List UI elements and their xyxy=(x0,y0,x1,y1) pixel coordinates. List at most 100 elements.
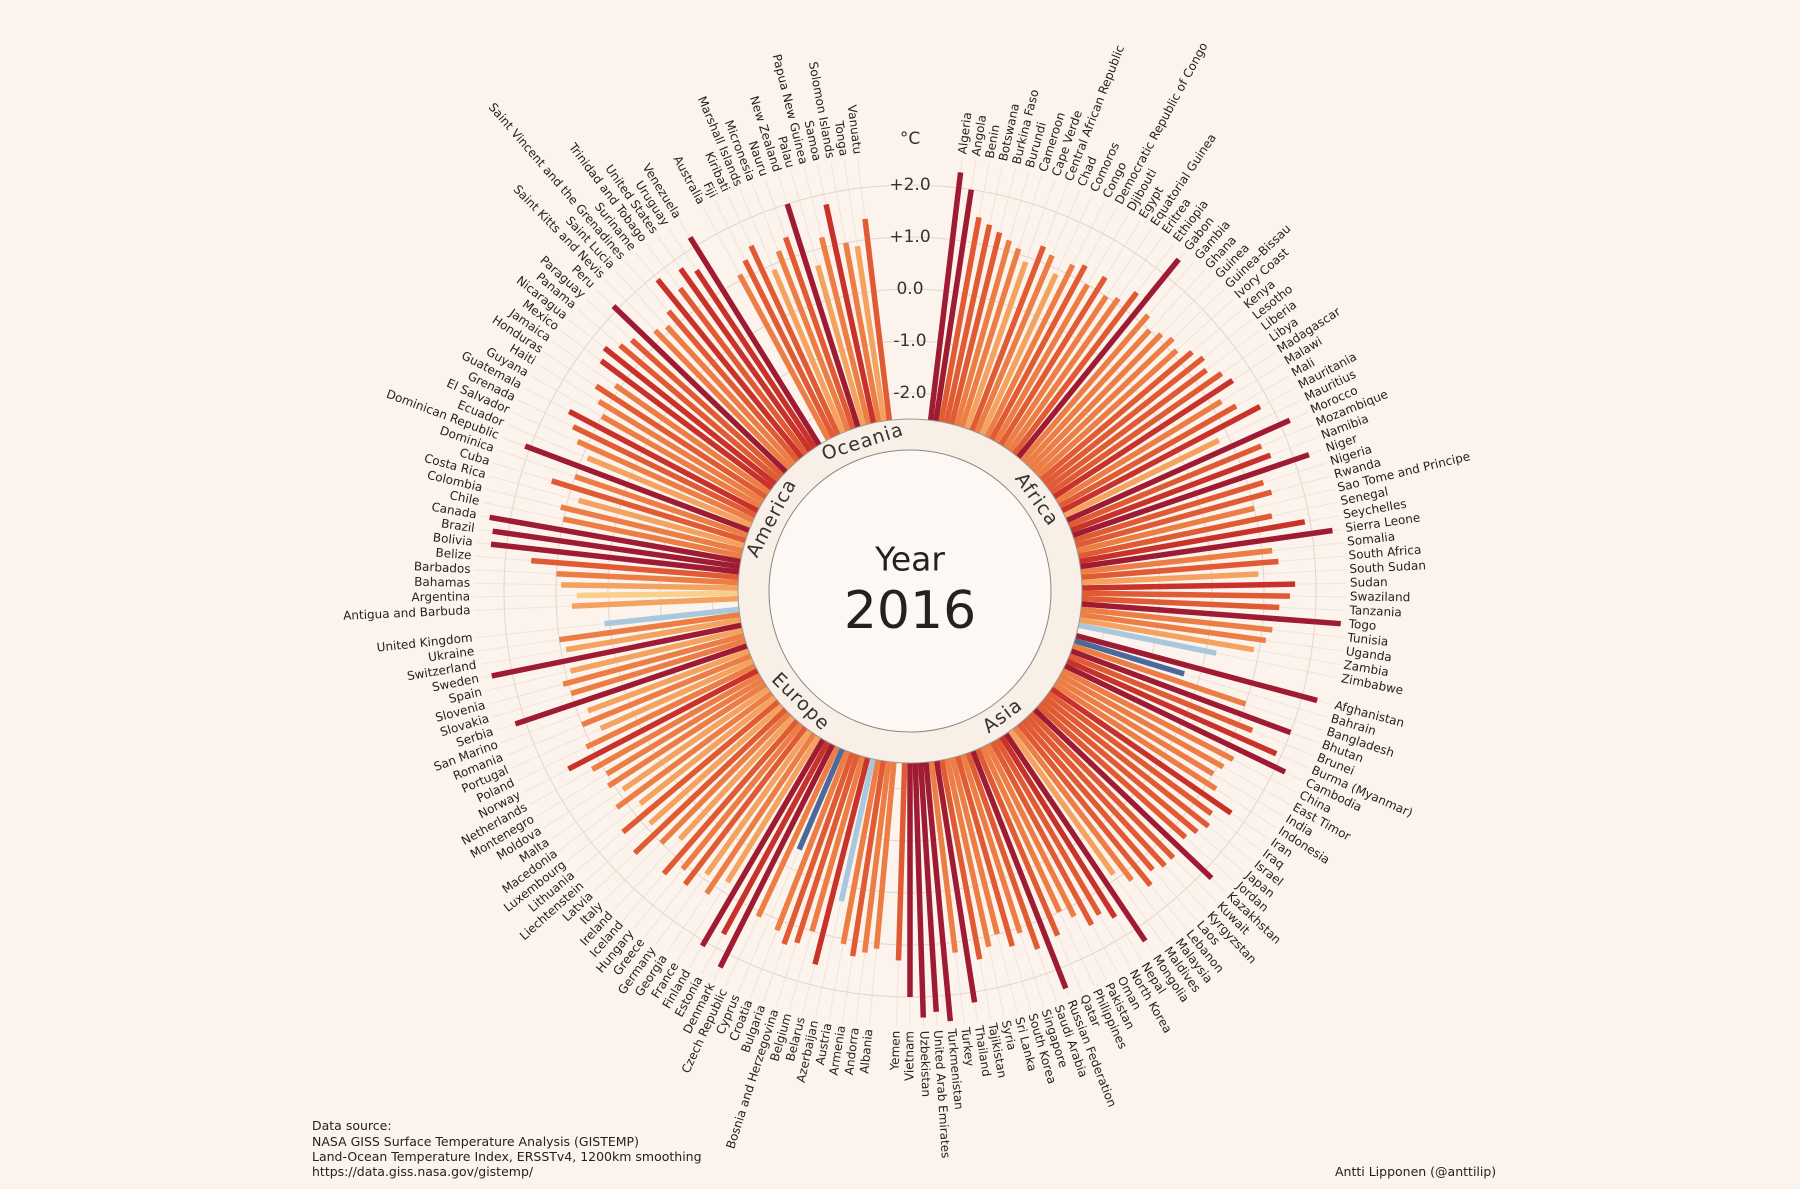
country-label: Argentina xyxy=(411,589,470,604)
bar xyxy=(784,203,861,428)
bar xyxy=(648,703,784,826)
bar xyxy=(1069,452,1272,533)
country-label: Tanzania xyxy=(1348,603,1402,619)
bar xyxy=(1078,622,1217,656)
bar xyxy=(567,409,760,514)
bar xyxy=(687,235,822,447)
bar xyxy=(1077,513,1273,559)
country-label: Algeria xyxy=(955,111,974,155)
bar xyxy=(1052,378,1235,500)
bar xyxy=(1072,643,1247,707)
bar xyxy=(1067,443,1263,528)
bar xyxy=(944,758,992,948)
bar xyxy=(979,273,1059,436)
bar xyxy=(939,759,983,960)
bar xyxy=(570,638,747,697)
bar xyxy=(590,672,762,772)
country-label: Uganda xyxy=(1345,644,1393,664)
country-label: South Africa xyxy=(1348,543,1422,563)
bar xyxy=(586,455,753,528)
country-label: Swaziland xyxy=(1350,589,1411,604)
bar xyxy=(569,627,744,674)
country-label: Bahamas xyxy=(414,575,470,590)
bar xyxy=(1076,505,1255,554)
country-label: Bolivia xyxy=(432,530,473,548)
bar xyxy=(923,761,954,1022)
bar xyxy=(664,324,796,467)
bar xyxy=(550,478,747,544)
bar xyxy=(1032,707,1214,881)
bar xyxy=(659,711,792,845)
bar xyxy=(638,695,777,806)
bar xyxy=(1075,632,1318,704)
bar xyxy=(1063,663,1287,775)
bar xyxy=(1032,336,1175,474)
bar xyxy=(602,345,778,487)
bar xyxy=(677,286,809,456)
bar xyxy=(774,750,850,932)
bar xyxy=(682,725,808,886)
bar xyxy=(594,383,768,500)
bar xyxy=(492,528,741,570)
y-tick-label: +1.0 xyxy=(889,227,930,247)
source-line: NASA GISS Surface Temperature Analysis (… xyxy=(312,1134,639,1149)
bar xyxy=(1039,349,1194,482)
bar xyxy=(597,399,765,504)
bar xyxy=(999,735,1118,919)
y-tick-label: -2.0 xyxy=(893,383,926,403)
source-line: https://data.giss.nasa.gov/gistemp/ xyxy=(312,1164,534,1179)
bar xyxy=(599,658,754,731)
bar xyxy=(927,172,964,421)
bar xyxy=(1049,371,1224,495)
country-label: Tonga xyxy=(832,119,851,157)
bar xyxy=(562,516,743,559)
bar xyxy=(809,755,866,932)
bars xyxy=(489,172,1341,1022)
bar xyxy=(1020,718,1155,872)
country-label: South Sudan xyxy=(1349,558,1426,576)
country-label: Ukraine xyxy=(427,644,475,664)
bar xyxy=(1003,732,1148,943)
bar xyxy=(577,497,745,549)
bar xyxy=(491,622,742,679)
bar xyxy=(840,759,881,945)
bar xyxy=(565,617,741,653)
bar xyxy=(975,748,1061,937)
bar xyxy=(949,231,1003,425)
bar xyxy=(1068,653,1254,734)
bar xyxy=(621,699,781,835)
country-label: Chile xyxy=(448,488,480,508)
bar xyxy=(1007,296,1121,453)
bar xyxy=(984,263,1076,439)
bar xyxy=(1052,682,1218,792)
country-label: Belize xyxy=(435,545,472,562)
bar xyxy=(970,750,1069,990)
bar xyxy=(742,259,836,439)
bar xyxy=(1081,581,1296,591)
bar xyxy=(571,424,757,519)
bar xyxy=(1063,437,1221,519)
bar xyxy=(655,277,804,460)
bar xyxy=(618,343,781,482)
bar xyxy=(1011,290,1139,456)
bar xyxy=(489,514,742,565)
country-label: Antigua and Barbuda xyxy=(343,603,471,623)
bar xyxy=(605,677,765,777)
bar xyxy=(838,758,876,902)
bar xyxy=(1016,722,1153,887)
bar xyxy=(775,250,851,432)
bar xyxy=(818,236,871,425)
bar xyxy=(873,761,897,949)
bar xyxy=(938,216,982,423)
bar xyxy=(586,648,750,714)
bar xyxy=(812,757,871,965)
bar xyxy=(661,718,800,876)
bar xyxy=(1070,648,1292,736)
bar xyxy=(621,686,771,792)
bar xyxy=(1043,695,1211,829)
bar xyxy=(954,755,1015,947)
bar xyxy=(796,748,845,851)
bar xyxy=(854,245,887,422)
bar xyxy=(1065,417,1291,523)
